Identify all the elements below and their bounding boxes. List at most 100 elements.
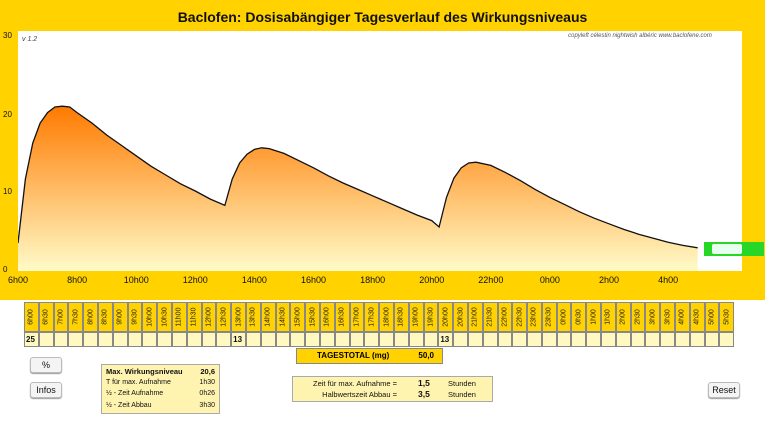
dose-input[interactable] xyxy=(157,332,172,347)
dose-input[interactable] xyxy=(319,332,335,347)
dose-input[interactable] xyxy=(660,332,676,347)
dose-input[interactable] xyxy=(364,332,380,347)
hour-cell: 16h00 xyxy=(319,302,335,332)
hour-label: 13h30 xyxy=(249,307,257,327)
dose-input[interactable] xyxy=(645,332,661,347)
param-half-input[interactable]: 3,5 xyxy=(418,389,430,399)
dose-input[interactable] xyxy=(453,332,468,347)
dose-input[interactable] xyxy=(379,332,394,347)
dose-input[interactable] xyxy=(53,332,69,347)
dose-input[interactable]: 13 xyxy=(438,332,454,347)
dose-input[interactable] xyxy=(541,332,557,347)
dose-input[interactable] xyxy=(260,332,276,347)
hour-label: 11h00 xyxy=(175,307,183,327)
dose-input[interactable] xyxy=(290,332,306,347)
hour-cell: 1h00 xyxy=(586,302,602,332)
dose-input[interactable] xyxy=(112,332,128,347)
dose-input[interactable] xyxy=(393,332,409,347)
stats-half-up-row: ½ - Zeit Aufnahme 0h26 xyxy=(106,390,215,397)
dose-input[interactable] xyxy=(245,332,261,347)
dose-input[interactable] xyxy=(408,332,424,347)
infos-button[interactable]: Infos xyxy=(30,382,62,398)
dose-input[interactable] xyxy=(349,332,365,347)
dose-input[interactable] xyxy=(83,332,98,347)
x-tick-label: 20h00 xyxy=(419,275,445,285)
hour-cell: 20h30 xyxy=(453,302,468,332)
hour-label: 22h00 xyxy=(501,307,509,327)
dose-input[interactable] xyxy=(512,332,528,347)
dose-input[interactable] xyxy=(704,332,720,347)
stats-half-up-label: ½ - Zeit Aufnahme xyxy=(106,390,164,397)
hour-label: 20h00 xyxy=(442,307,450,327)
dose-input[interactable] xyxy=(423,332,439,347)
hour-cell: 4h30 xyxy=(689,302,705,332)
x-tick-label: 6h00 xyxy=(7,275,29,285)
dose-input[interactable] xyxy=(467,332,483,347)
hour-label: 10h00 xyxy=(146,307,154,327)
param-half-unit: Stunden xyxy=(448,390,476,399)
dose-input[interactable] xyxy=(38,332,54,347)
hour-cell: 22h30 xyxy=(512,302,528,332)
hour-label: 1h00 xyxy=(590,309,598,325)
hour-label: 3h00 xyxy=(649,309,657,325)
hour-label: 2h00 xyxy=(619,309,627,325)
version-label: v 1.2 xyxy=(22,36,38,43)
dose-input[interactable]: 25 xyxy=(24,332,39,347)
dose-input[interactable] xyxy=(630,332,646,347)
hour-cell: 11h30 xyxy=(186,302,202,332)
stats-half-up-value: 0h26 xyxy=(199,390,215,397)
chart-scroll-handle-grip[interactable] xyxy=(712,244,742,254)
hour-cell: 2h30 xyxy=(630,302,646,332)
dose-input[interactable] xyxy=(201,332,217,347)
hour-cell: 22h00 xyxy=(497,302,513,332)
x-tick-label: 16h00 xyxy=(300,275,327,285)
params-box: Zeit für max. Aufnahme = 1,5 Stunden Hal… xyxy=(292,376,493,402)
dose-input[interactable] xyxy=(556,332,572,347)
dose-input[interactable] xyxy=(275,332,291,347)
hour-cell: 3h30 xyxy=(660,302,676,332)
dose-input[interactable]: 13 xyxy=(231,332,246,347)
hour-cell: 23h30 xyxy=(541,302,557,332)
dose-input[interactable] xyxy=(142,332,158,347)
hour-label: 8h00 xyxy=(87,309,95,325)
hour-label: 7h30 xyxy=(72,309,80,325)
hour-label: 2h30 xyxy=(634,309,642,325)
hour-cell: 18h30 xyxy=(393,302,409,332)
hour-cell: 23h00 xyxy=(527,302,542,332)
hour-label: 11h30 xyxy=(190,307,198,327)
hour-cell: 6h00 xyxy=(24,302,39,332)
hour-cell: 15h00 xyxy=(290,302,306,332)
hour-label: 23h30 xyxy=(545,307,553,327)
hour-label: 12h30 xyxy=(220,307,228,327)
hour-cell: 17h00 xyxy=(349,302,365,332)
dose-input[interactable] xyxy=(571,332,587,347)
stats-max-label: Max. Wirkungsniveau xyxy=(106,367,183,376)
dose-input[interactable] xyxy=(334,332,350,347)
hour-cell: 19h30 xyxy=(423,302,439,332)
dose-input[interactable] xyxy=(689,332,705,347)
dose-input[interactable] xyxy=(68,332,84,347)
reset-button[interactable]: Reset xyxy=(708,382,740,398)
dose-input[interactable] xyxy=(615,332,631,347)
dose-input[interactable] xyxy=(527,332,542,347)
hour-label: 9h30 xyxy=(131,309,139,325)
dose-input[interactable] xyxy=(305,332,320,347)
dose-input[interactable] xyxy=(216,332,232,347)
param-tmax-input[interactable]: 1,5 xyxy=(418,378,430,388)
dose-input[interactable] xyxy=(97,332,113,347)
dose-input[interactable] xyxy=(127,332,143,347)
dose-input[interactable] xyxy=(497,332,513,347)
stats-tmax-label: T für max. Aufnahme xyxy=(106,379,171,386)
dose-input[interactable] xyxy=(482,332,498,347)
hour-cell: 7h30 xyxy=(68,302,84,332)
dose-input[interactable] xyxy=(601,332,616,347)
dose-input[interactable] xyxy=(675,332,690,347)
hour-label: 14h30 xyxy=(279,307,287,327)
dose-input[interactable] xyxy=(171,332,187,347)
stats-max-row: Max. Wirkungsniveau 20,6 xyxy=(106,367,215,376)
dose-input[interactable] xyxy=(586,332,602,347)
percent-button[interactable]: % xyxy=(30,357,62,373)
dose-input[interactable] xyxy=(719,332,735,347)
hour-cell: 14h00 xyxy=(260,302,276,332)
dose-input[interactable] xyxy=(186,332,202,347)
